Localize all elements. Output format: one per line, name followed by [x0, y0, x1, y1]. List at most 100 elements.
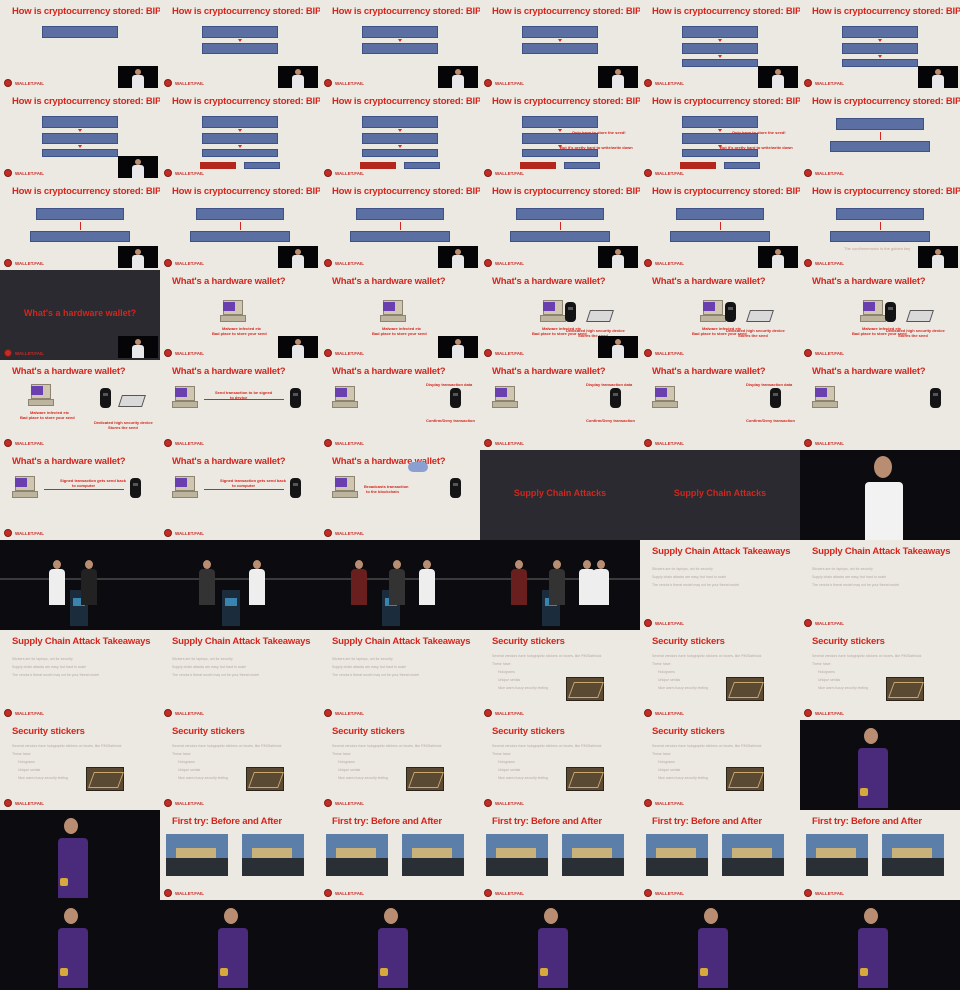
speaker-body	[292, 255, 304, 268]
hardware-wallet-icon	[290, 478, 301, 498]
slide-footer: WALLET.FAIL	[164, 889, 204, 897]
frame-tile: What's a hardware wallet? Signed transact…	[160, 450, 320, 540]
bullet-item: Stickers are for laptops, not for securi…	[12, 657, 73, 661]
speaker-head	[455, 69, 461, 75]
presenter-torso	[511, 569, 527, 605]
computer-icon	[12, 476, 38, 498]
arrow-down-icon	[718, 145, 722, 148]
slide-title: What's a hardware wallet?	[812, 276, 926, 287]
slide-title: How is cryptocurrency stored: BIP39	[812, 186, 960, 197]
bullet-item: Several vendors have holographic sticker…	[812, 654, 922, 658]
footer-text: WALLET.FAIL	[335, 800, 364, 806]
photo-package	[572, 848, 612, 858]
speaker-head	[135, 339, 141, 345]
device-screen	[103, 393, 108, 396]
slide-footer: WALLET.FAIL	[324, 169, 364, 177]
arrow-down-icon	[718, 129, 722, 132]
to-blockchain-label: to the blockchain	[366, 489, 399, 494]
mnemonic-box	[510, 231, 610, 242]
secret-seed-box	[42, 26, 118, 38]
footer-text: WALLET.FAIL	[15, 440, 44, 446]
computer-icon	[220, 300, 246, 322]
stores-seed-label: Stores the seed	[108, 425, 138, 430]
computer-icon	[172, 476, 198, 498]
secret-seed-box	[682, 116, 758, 128]
speaker-head	[455, 249, 461, 255]
signed-back-label: Signed transaction gets send back	[220, 478, 287, 483]
presenter-torso	[81, 569, 97, 605]
frame-tile: Supply Chain Attack Takeaways Stickers ar…	[800, 540, 960, 630]
footer-text: WALLET.FAIL	[815, 260, 844, 266]
device-screen	[613, 393, 618, 396]
hd-path-box	[202, 43, 278, 54]
footer-text: WALLET.FAIL	[495, 80, 524, 86]
slide-footer: WALLET.FAIL	[324, 79, 364, 87]
arrow-left-icon	[44, 489, 124, 490]
package-photo	[882, 834, 944, 876]
bullet-list: Stickers are for laptops, not for securi…	[172, 657, 259, 681]
footer-text: WALLET.FAIL	[175, 170, 204, 176]
speaker-pip-video	[598, 336, 638, 358]
slide-footer: WALLET.FAIL	[644, 169, 684, 177]
secret-seed-box	[202, 26, 278, 38]
slide-title: How is cryptocurrency stored: BIP32/BIP4…	[492, 6, 640, 17]
hardware-wallet-icon	[930, 388, 941, 408]
footer-text: WALLET.FAIL	[15, 530, 44, 536]
hd-path-box	[42, 133, 118, 144]
frame-tile	[640, 900, 800, 990]
footer-text: WALLET.FAIL	[815, 620, 844, 626]
slide-title: First try: Before and After	[492, 816, 602, 827]
device-screen	[568, 307, 573, 310]
frame-tile: Supply Chain Attacks	[480, 450, 640, 540]
footer-text: WALLET.FAIL	[175, 710, 204, 716]
slide-footer: WALLET.FAIL	[164, 169, 204, 177]
keyboard	[12, 491, 38, 498]
frame-tile: How is cryptocurrency stored: BIP32/BIP4…	[320, 0, 480, 90]
footer-text: WALLET.FAIL	[655, 800, 684, 806]
key-derivation-box	[842, 59, 918, 67]
slide-footer: WALLET.FAIL	[644, 349, 684, 357]
speaker-body	[292, 345, 304, 358]
slide-footer: WALLET.FAIL	[164, 349, 204, 357]
wallet-fail-logo-icon	[4, 169, 12, 177]
hd-path-box	[842, 43, 918, 54]
device-screen	[773, 393, 778, 396]
computer-icon	[812, 386, 838, 408]
speaker-body	[452, 75, 464, 88]
keyboard	[28, 399, 54, 406]
lucky-cat-figurine	[860, 788, 868, 796]
slide-footer: WALLET.FAIL	[644, 619, 684, 627]
screen	[543, 302, 555, 311]
slide-title: How is cryptocurrency stored: BIP32/BIP4…	[172, 96, 320, 107]
package-lid	[408, 772, 444, 788]
broadcast-label: Broadcasts transaction	[364, 484, 409, 489]
bullet-item: The vendor's threat model may not be you…	[172, 673, 260, 677]
slide-footer: WALLET.FAIL	[4, 259, 44, 267]
wallet-fail-logo-icon	[164, 799, 172, 807]
slide-footer: WALLET.FAIL	[804, 259, 844, 267]
device-screen	[453, 483, 458, 486]
presenter-head	[597, 560, 605, 569]
wallet-fail-logo-icon	[4, 439, 12, 447]
private-key-box	[200, 162, 236, 169]
confirm-deny-label: Confirm/Deny transaction	[746, 418, 795, 423]
speaker-torso	[858, 748, 888, 808]
dedicated-label: Dedicated high security device	[726, 328, 785, 333]
photo-package	[176, 848, 216, 858]
slide-title: Supply Chain Attack Takeaways	[652, 546, 791, 557]
slide-footer: WALLET.FAIL	[484, 799, 524, 807]
lucky-cat-figurine	[700, 968, 708, 976]
section-title: Supply Chain Attacks	[673, 488, 767, 498]
slide-footer: WALLET.FAIL	[644, 259, 684, 267]
bullet-item: Stickers are for laptops, not for securi…	[812, 567, 873, 571]
frame-tile: How is cryptocurrency stored: BIP32/BIP4…	[160, 0, 320, 90]
speaker-head	[874, 456, 892, 478]
slide-title: What's a hardware wallet?	[332, 456, 446, 467]
dedicated-label: Dedicated high security device	[886, 328, 945, 333]
display-tx-label: Display transaction data	[746, 382, 793, 387]
screen	[495, 388, 507, 397]
private-key-box	[360, 162, 396, 169]
lucky-cat-figurine	[380, 968, 388, 976]
wallet-fail-logo-icon	[4, 529, 12, 537]
arrow-right-icon	[204, 399, 284, 400]
